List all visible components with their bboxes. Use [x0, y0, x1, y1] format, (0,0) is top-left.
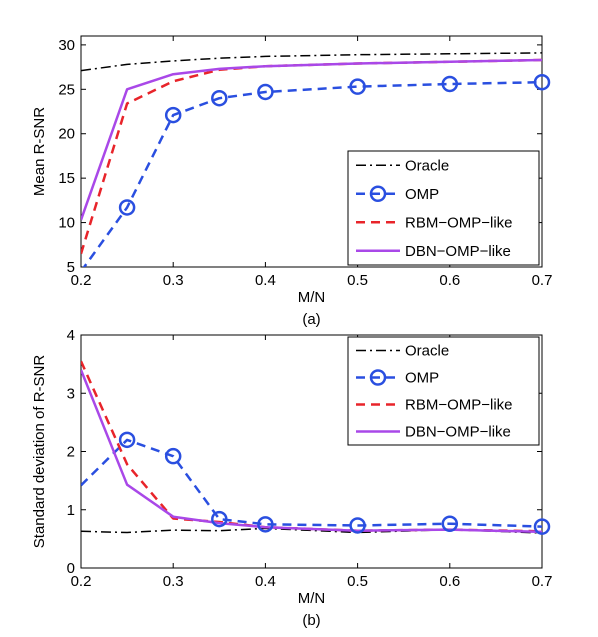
- data-point-omp: [533, 73, 551, 91]
- series-line-0: [81, 52, 542, 72]
- x-tick-label: 0.6: [439, 272, 460, 289]
- data-point-omp: [257, 516, 274, 533]
- data-point-omp: [211, 89, 228, 107]
- data-point-omp: [164, 106, 182, 124]
- y-axis-label: Standard deviation of R-SNR: [31, 355, 48, 549]
- y-tick-label: 30: [58, 37, 75, 54]
- y-tick-label: 0: [67, 560, 75, 577]
- series-line-1: [81, 438, 542, 528]
- legend-box: [347, 336, 540, 446]
- legend-label: RBM−OMP−like: [405, 214, 513, 231]
- y-tick-label: 1: [67, 502, 75, 519]
- x-tick-label: 0.5: [347, 272, 368, 289]
- legend-label: DBN−OMP−like: [405, 424, 511, 441]
- legend-swatch-marker: [369, 369, 387, 386]
- x-tick-label: 0.6: [439, 573, 460, 590]
- x-tick-label: 0.2: [71, 272, 92, 289]
- x-tick-label: 0.5: [347, 573, 368, 590]
- chart-panel-b: 0.2 0.3 0.4 0.5 0.6 0.7 0 1 2 3 4 M/N (b) Standard de…: [31, 327, 552, 629]
- x-tick-label: 0.7: [532, 272, 553, 289]
- y-tick-label: 5: [67, 259, 75, 276]
- legend-label: RBM−OMP−like: [405, 397, 513, 414]
- legend: Oracle OMP RBM−OMP−like DBN−OMP−like: [347, 150, 540, 266]
- legend-label: Oracle: [405, 157, 449, 174]
- y-tick-label: 4: [67, 327, 75, 344]
- series-line-0: [81, 527, 542, 534]
- data-point-omp: [118, 199, 136, 216]
- data-point-omp: [533, 518, 551, 535]
- series-line-2: [81, 360, 542, 533]
- y-tick-label: 3: [67, 385, 75, 402]
- data-point-omp: [118, 431, 136, 449]
- series-group: [81, 52, 542, 267]
- series-line-3: [81, 369, 542, 534]
- x-axis-label: M/N: [298, 590, 326, 607]
- legend-label: OMP: [405, 370, 439, 387]
- x-tick-label: 0.3: [163, 573, 184, 590]
- x-tick-label: 0.4: [255, 573, 276, 590]
- y-tick-label: 15: [58, 170, 75, 187]
- data-point-omp: [164, 447, 182, 465]
- panel-caption: (b): [302, 612, 320, 629]
- series-line-1: [82, 80, 542, 267]
- data-point-omp: [349, 517, 366, 534]
- data-point-omp: [441, 75, 459, 93]
- legend-label: DBN−OMP−like: [405, 243, 511, 260]
- legend-swatch-marker: [369, 185, 387, 202]
- y-tick-label: 10: [58, 215, 75, 232]
- legend-box: [347, 150, 540, 266]
- legend-label: OMP: [405, 186, 439, 203]
- data-point-omp: [257, 83, 274, 101]
- series-group: [81, 360, 542, 534]
- x-tick-label: 0.2: [71, 573, 92, 590]
- legend: Oracle OMP RBM−OMP−like DBN−OMP−like: [347, 336, 540, 446]
- y-axis-label: Mean R-SNR: [31, 107, 48, 196]
- x-axis-label: M/N: [298, 289, 326, 306]
- x-tick-label: 0.7: [532, 573, 553, 590]
- data-point-omp: [441, 515, 459, 532]
- y-tick-label: 2: [67, 444, 75, 461]
- x-tick-label: 0.4: [255, 272, 276, 289]
- legend-label: Oracle: [405, 343, 449, 360]
- y-tick-label: 25: [58, 81, 75, 98]
- y-tick-label: 20: [58, 126, 75, 143]
- series-line-3: [81, 58, 542, 221]
- panel-caption: (a): [302, 311, 320, 328]
- x-tick-label: 0.3: [163, 272, 184, 289]
- data-point-omp: [349, 78, 366, 95]
- chart-panel-a: 0.2 0.3 0.4 0.5 0.6 0.7 5 10 15 20 25 30 M/N (a) Mean …: [31, 35, 553, 328]
- data-point-omp: [211, 510, 228, 528]
